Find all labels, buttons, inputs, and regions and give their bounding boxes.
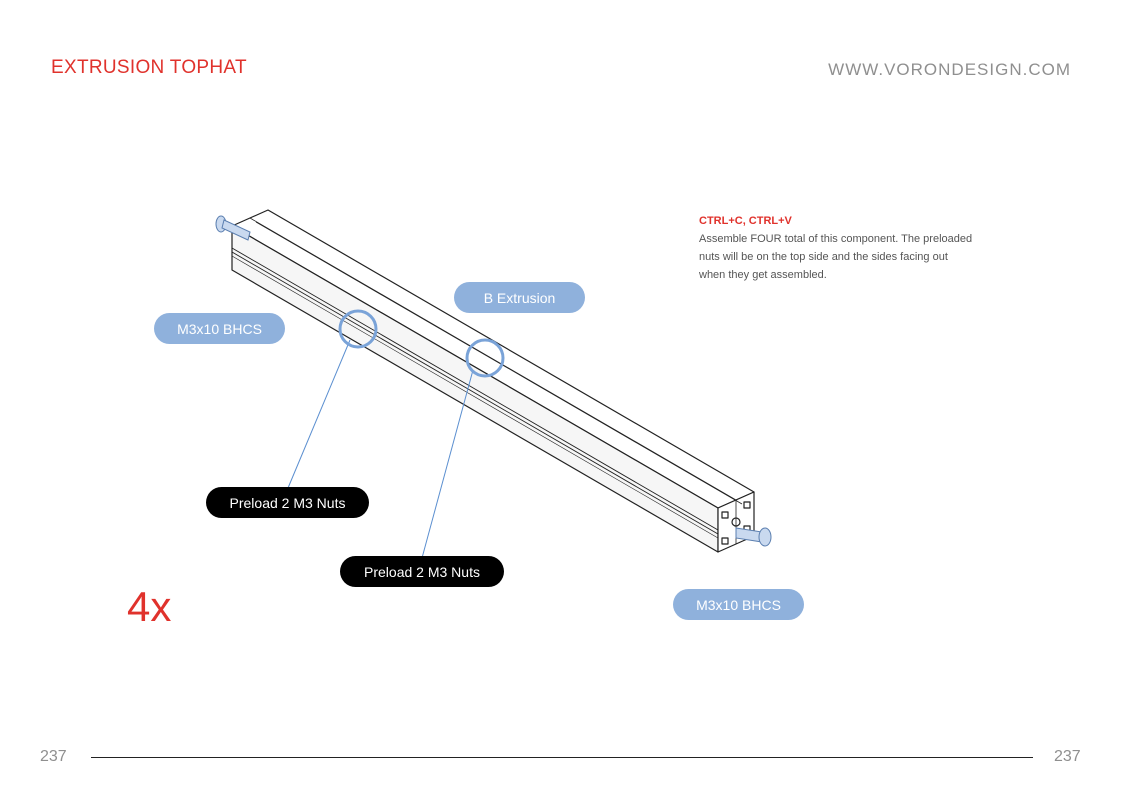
page-number-right: 237: [1054, 748, 1081, 765]
quantity-label: 4x: [127, 583, 172, 630]
highlight-circle-nuts-2: [465, 338, 505, 378]
bolt-left-icon: [215, 215, 251, 241]
nut-leaders: [287, 339, 474, 559]
callout-bolt-left: M3x10 BHCS: [154, 313, 285, 344]
note-line: Assemble FOUR total of this component. T…: [699, 233, 973, 245]
footer-divider: [91, 757, 1033, 758]
note-heading: CTRL+C, CTRL+V: [699, 215, 792, 227]
assembly-note: CTRL+C, CTRL+V Assemble FOUR total of th…: [699, 212, 1019, 284]
extrusion-illustration: [231, 209, 755, 553]
callout-bolt-right: M3x10 BHCS: [673, 589, 804, 620]
website-link[interactable]: WWW.VORONDESIGN.COM: [828, 60, 1071, 79]
page-number-left: 237: [40, 748, 67, 765]
callout-nuts-2: Preload 2 M3 Nuts: [340, 556, 504, 587]
note-line: nuts will be on the top side and the sid…: [699, 251, 948, 263]
highlight-circle-nuts-1: [338, 309, 378, 349]
page-title: EXTRUSION TOPHAT: [51, 57, 247, 78]
callout-extrusion: B Extrusion: [454, 282, 585, 313]
note-line: when they get assembled.: [699, 269, 827, 281]
bolt-right-icon: [735, 527, 772, 547]
callout-nuts-1: Preload 2 M3 Nuts: [206, 487, 369, 518]
